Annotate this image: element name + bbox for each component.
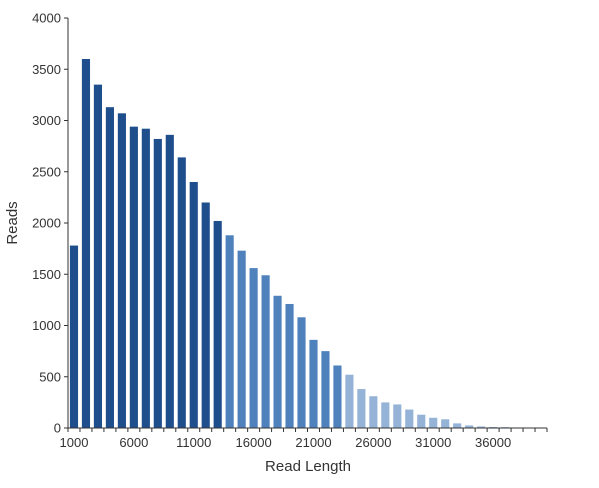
bar xyxy=(189,182,198,428)
bars-group xyxy=(69,59,546,429)
bar xyxy=(177,157,186,428)
y-tick-label: 2500 xyxy=(32,164,61,179)
y-tick-label: 2000 xyxy=(32,216,61,231)
bar xyxy=(441,419,450,428)
bar xyxy=(417,414,426,428)
y-tick-label: 3500 xyxy=(32,62,61,77)
bar xyxy=(153,138,162,428)
bar xyxy=(453,423,462,428)
bar xyxy=(405,409,414,428)
bar xyxy=(297,317,306,428)
bar xyxy=(225,235,234,428)
bar xyxy=(129,126,138,429)
y-tick-label: 1000 xyxy=(32,318,61,333)
y-axis-title: Reads xyxy=(4,201,21,244)
bar xyxy=(369,396,378,428)
bar xyxy=(321,351,330,429)
bar xyxy=(357,389,366,428)
bar xyxy=(333,365,342,428)
bar xyxy=(489,426,498,428)
bar xyxy=(345,374,354,428)
bar xyxy=(141,128,150,428)
bar xyxy=(105,107,114,429)
bar xyxy=(249,268,258,428)
y-tick-label: 1500 xyxy=(32,267,61,282)
bar xyxy=(465,425,474,428)
x-tick-label: 6000 xyxy=(119,435,148,450)
y-axis-ticks: 0 500 1000 1500 2000 2500 3000 3500 4000 xyxy=(32,11,68,436)
x-tick-label: 31000 xyxy=(415,435,451,450)
bar xyxy=(477,426,486,428)
x-tick-label: 1000 xyxy=(60,435,89,450)
bar xyxy=(429,417,438,428)
x-axis-title: Read Length xyxy=(265,458,351,475)
bar xyxy=(93,84,103,429)
x-tick-label: 21000 xyxy=(295,435,331,450)
x-tick-label: 26000 xyxy=(355,435,391,450)
y-tick-label: 3000 xyxy=(32,113,61,128)
x-tick-label: 11000 xyxy=(176,435,211,450)
bar xyxy=(285,303,294,428)
x-tick-label: 36000 xyxy=(475,435,511,450)
bar xyxy=(201,202,210,428)
y-tick-label: 500 xyxy=(39,369,61,384)
bar xyxy=(117,113,126,428)
x-axis-ticks: 1000 6000 11000 16000 21000 26000 31000 36000 xyxy=(60,428,548,450)
bar xyxy=(393,404,402,428)
x-tick-label: 16000 xyxy=(236,435,272,450)
bar xyxy=(213,220,222,428)
y-tick-label: 0 xyxy=(54,421,61,436)
bar xyxy=(309,339,318,428)
y-tick-label: 4000 xyxy=(32,11,61,26)
bar xyxy=(261,275,270,428)
axes-group xyxy=(67,18,547,429)
bar xyxy=(381,402,390,429)
bar xyxy=(237,250,246,428)
bar xyxy=(273,295,282,428)
bar xyxy=(165,134,174,428)
bar xyxy=(81,59,91,428)
bar xyxy=(69,245,79,428)
